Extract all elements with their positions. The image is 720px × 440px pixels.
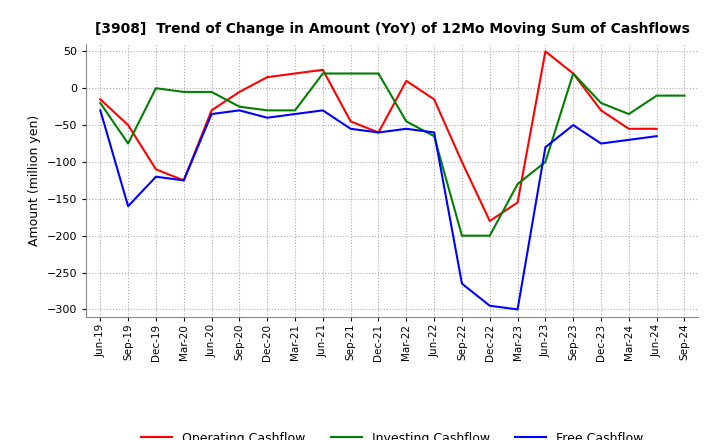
Operating Cashflow — [152, 167, 161, 172]
Investing Cashflow — [402, 119, 410, 124]
Line: Investing Cashflow: Investing Cashflow — [100, 73, 685, 236]
Investing Cashflow — [624, 111, 633, 117]
Free Cashflow — [541, 145, 550, 150]
Investing Cashflow — [263, 108, 271, 113]
Investing Cashflow — [485, 233, 494, 238]
Free Cashflow — [374, 130, 383, 135]
Operating Cashflow — [430, 97, 438, 102]
Y-axis label: Amount (million yen): Amount (million yen) — [28, 115, 41, 246]
Investing Cashflow — [152, 86, 161, 91]
Free Cashflow — [513, 307, 522, 312]
Investing Cashflow — [96, 100, 104, 106]
Operating Cashflow — [346, 119, 355, 124]
Operating Cashflow — [402, 78, 410, 84]
Free Cashflow — [207, 111, 216, 117]
Title: [3908]  Trend of Change in Amount (YoY) of 12Mo Moving Sum of Cashflows: [3908] Trend of Change in Amount (YoY) o… — [95, 22, 690, 36]
Operating Cashflow — [96, 97, 104, 102]
Operating Cashflow — [235, 89, 243, 95]
Investing Cashflow — [124, 141, 132, 146]
Free Cashflow — [624, 137, 633, 143]
Free Cashflow — [597, 141, 606, 146]
Free Cashflow — [485, 303, 494, 308]
Investing Cashflow — [318, 71, 327, 76]
Operating Cashflow — [458, 159, 467, 165]
Investing Cashflow — [597, 100, 606, 106]
Free Cashflow — [291, 111, 300, 117]
Investing Cashflow — [541, 159, 550, 165]
Investing Cashflow — [569, 71, 577, 76]
Operating Cashflow — [652, 126, 661, 132]
Investing Cashflow — [513, 181, 522, 187]
Operating Cashflow — [263, 74, 271, 80]
Legend: Operating Cashflow, Investing Cashflow, Free Cashflow: Operating Cashflow, Investing Cashflow, … — [136, 427, 649, 440]
Investing Cashflow — [458, 233, 467, 238]
Operating Cashflow — [569, 71, 577, 76]
Investing Cashflow — [430, 133, 438, 139]
Free Cashflow — [430, 130, 438, 135]
Free Cashflow — [152, 174, 161, 180]
Free Cashflow — [318, 108, 327, 113]
Free Cashflow — [235, 108, 243, 113]
Investing Cashflow — [374, 71, 383, 76]
Free Cashflow — [346, 126, 355, 132]
Free Cashflow — [458, 281, 467, 286]
Free Cashflow — [569, 122, 577, 128]
Operating Cashflow — [179, 178, 188, 183]
Free Cashflow — [652, 133, 661, 139]
Operating Cashflow — [318, 67, 327, 73]
Operating Cashflow — [597, 108, 606, 113]
Operating Cashflow — [513, 200, 522, 205]
Investing Cashflow — [235, 104, 243, 109]
Investing Cashflow — [346, 71, 355, 76]
Free Cashflow — [263, 115, 271, 121]
Operating Cashflow — [485, 218, 494, 224]
Free Cashflow — [402, 126, 410, 132]
Investing Cashflow — [680, 93, 689, 98]
Operating Cashflow — [624, 126, 633, 132]
Free Cashflow — [179, 178, 188, 183]
Operating Cashflow — [374, 130, 383, 135]
Operating Cashflow — [291, 71, 300, 76]
Line: Operating Cashflow: Operating Cashflow — [100, 51, 657, 221]
Line: Free Cashflow: Free Cashflow — [100, 110, 657, 309]
Investing Cashflow — [652, 93, 661, 98]
Operating Cashflow — [124, 122, 132, 128]
Operating Cashflow — [207, 108, 216, 113]
Investing Cashflow — [179, 89, 188, 95]
Free Cashflow — [124, 204, 132, 209]
Operating Cashflow — [541, 49, 550, 54]
Free Cashflow — [96, 108, 104, 113]
Investing Cashflow — [291, 108, 300, 113]
Investing Cashflow — [207, 89, 216, 95]
